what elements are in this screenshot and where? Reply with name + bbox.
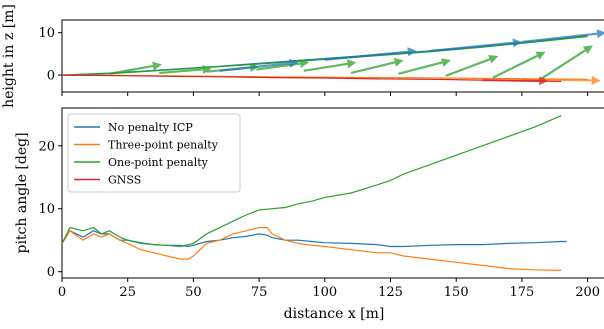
top-arrow-head-11 xyxy=(407,47,417,57)
bottom-series-line-0 xyxy=(61,230,567,248)
bottom-panel: 0 10 20 0 25 50 75 100 125 150 175 200 pitch angle… xyxy=(14,107,604,322)
bottom-x-tick-label-1: 25 xyxy=(119,285,136,300)
top-arrow-head-15 xyxy=(539,76,549,86)
top-arrow-9 xyxy=(539,45,593,81)
top-arrow-head-9 xyxy=(582,45,593,55)
top-arrow-10 xyxy=(219,58,299,72)
top-arrow-1 xyxy=(159,64,212,75)
top-y-ticks: 0 10 xyxy=(38,26,62,84)
bottom-x-tick-label-4: 100 xyxy=(312,285,337,300)
top-arrow-head-4 xyxy=(346,59,357,69)
top-arrow-shaft-13 xyxy=(521,32,598,44)
top-plot-frame xyxy=(61,19,604,93)
bottom-series-line-1 xyxy=(61,227,562,271)
top-arrow-shaft-4 xyxy=(303,62,348,72)
top-arrow-shaft-9 xyxy=(539,49,586,81)
bottom-y-tick-label-0: 0 xyxy=(47,265,55,280)
bottom-x-tick-label-8: 200 xyxy=(575,285,600,300)
top-arrow-5 xyxy=(350,57,404,75)
top-arrow-head-5 xyxy=(393,57,404,67)
top-arrow-head-10 xyxy=(289,58,299,68)
top-arrow-shaft-5 xyxy=(350,61,396,75)
legend-label-3: GNSS xyxy=(108,174,141,187)
top-arrow-head-3 xyxy=(299,59,310,69)
top-arrow-shaft-10 xyxy=(219,62,290,72)
top-arrow-11 xyxy=(324,47,417,61)
bottom-x-tick-label-0: 0 xyxy=(58,285,66,300)
top-arrow-head-14 xyxy=(591,75,601,85)
top-arrow-4 xyxy=(303,59,357,72)
top-arrow-shaft-15 xyxy=(482,79,540,82)
top-arrow-shaft-0 xyxy=(109,64,154,75)
top-arrow-head-1 xyxy=(202,64,212,74)
bottom-x-tick-label-7: 175 xyxy=(509,285,534,300)
top-arrow-shaft-1 xyxy=(159,68,203,75)
top-arrow-8 xyxy=(492,51,546,79)
bottom-x-tick-label-6: 150 xyxy=(444,285,469,300)
top-arrow-head-6 xyxy=(441,58,451,67)
top-arrow-shaft-11 xyxy=(324,50,408,61)
top-arrow-head-8 xyxy=(535,51,546,60)
top-arrow-head-12 xyxy=(512,38,522,48)
bottom-y-axis-label: pitch angle [deg] xyxy=(14,132,30,253)
top-arrow-shaft-12 xyxy=(429,41,514,53)
top-x-ticks xyxy=(61,92,589,96)
top-arrow-7 xyxy=(445,54,499,77)
bottom-x-ticks: 0 25 50 75 100 125 150 175 200 xyxy=(58,278,600,300)
top-arrow-14 xyxy=(521,75,601,85)
top-arrow-6 xyxy=(398,58,451,75)
bottom-series-line-2 xyxy=(61,115,562,248)
legend-label-2: One-point penalty xyxy=(108,156,209,169)
legend-box xyxy=(67,113,241,193)
top-arrow-head-7 xyxy=(488,54,499,64)
legend-label-1: Three-point penalty xyxy=(108,139,219,152)
top-arrow-shaft-6 xyxy=(398,61,443,75)
legend-label-0: No penalty ICP xyxy=(108,121,193,134)
legend: No penalty ICP Three-point penalty One-poi… xyxy=(67,113,241,193)
top-y-tick-label-0: 0 xyxy=(47,69,55,84)
top-arrow-shaft-8 xyxy=(492,54,538,79)
top-y-axis-label: height in z [m] xyxy=(1,4,17,108)
top-arrows-group xyxy=(109,29,604,86)
top-arrow-13 xyxy=(521,29,604,44)
bottom-x-tick-label-5: 125 xyxy=(378,285,403,300)
top-panel: 0 10 height in z [m] xyxy=(1,4,604,108)
top-arrow-head-0 xyxy=(152,61,162,71)
top-y-tick-label-1: 10 xyxy=(38,26,55,41)
bottom-plot-frame xyxy=(61,107,604,279)
bottom-y-tick-label-2: 20 xyxy=(38,139,55,154)
top-arrow-15 xyxy=(482,76,549,86)
bottom-y-tick-label-1: 10 xyxy=(38,202,55,217)
bottom-x-tick-label-3: 75 xyxy=(251,285,268,300)
bottom-series-group xyxy=(61,115,567,271)
bottom-y-ticks: 0 10 20 xyxy=(38,139,62,280)
top-arrow-head-13 xyxy=(596,29,604,39)
x-axis-label: distance x [m] xyxy=(284,306,385,322)
top-arrow-shaft-14 xyxy=(521,78,592,82)
top-arrow-0 xyxy=(109,61,162,75)
bottom-x-tick-label-2: 50 xyxy=(185,285,202,300)
top-arrow-shaft-7 xyxy=(445,58,491,77)
top-arrow-12 xyxy=(429,38,522,53)
